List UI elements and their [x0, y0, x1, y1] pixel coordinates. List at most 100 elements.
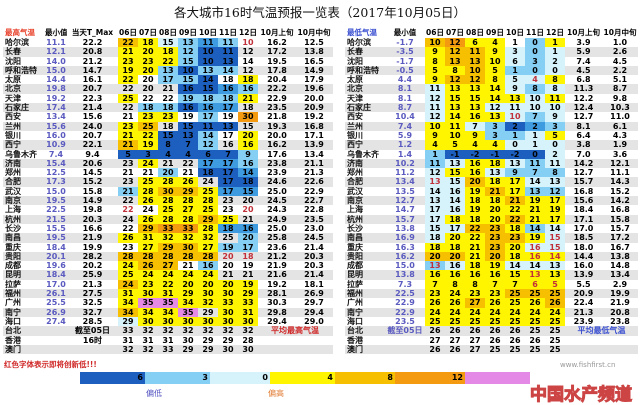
day-forecast-cell: 30 — [178, 316, 198, 327]
day-forecast-cell: 11 — [545, 93, 565, 104]
table-row: 杭州 21.5 20.3 24 26 28 28 29 25 21 24.9 23.5 — [3, 214, 333, 224]
table-row: 长春 12.1 20.8 21 20 18 12 10 11 12 17.2 13.8 — [3, 47, 333, 57]
city-name: 石家庄 — [5, 103, 29, 113]
color-legend: 6 3 0 4 8 12 — [80, 372, 530, 384]
red-font-note: 红色字体表示即将创新低!!! — [4, 360, 97, 369]
mid-oct-value: 15.8 — [610, 214, 630, 224]
city-name: 乌鲁木齐 — [5, 149, 37, 159]
day-forecast-cell: 25 — [509, 344, 521, 354]
day-forecast-cell: 26 — [445, 298, 465, 308]
day-forecast-cell: 0 — [525, 65, 545, 76]
day-forecast-cell: 27 — [469, 344, 481, 354]
city-name: 西宁 — [5, 140, 21, 150]
day-forecast-cell: 25 — [545, 289, 565, 299]
today-tmax: 21.4 — [82, 103, 103, 113]
table-row: 兰州 15.6 24.0 23 25 18 15 11 13 15 19.3 16.8 — [3, 121, 333, 131]
day-forecast-cell: 20 — [425, 251, 445, 262]
early-oct-value: 24.6 — [267, 177, 287, 187]
early-oct-value: 16.2 — [267, 140, 287, 150]
city-name: 上海 — [347, 205, 363, 215]
day-forecast-cell: 10 — [545, 103, 565, 113]
min-value: -3.5 — [396, 47, 414, 57]
early-oct-value — [258, 336, 296, 345]
day-forecast-cell: 10 — [445, 130, 465, 141]
day-forecast-cell: -1 — [485, 149, 505, 159]
today-tmax: 22.1 — [82, 140, 103, 150]
day-forecast-cell: 25 — [549, 335, 561, 345]
day-forecast-cell: 21 — [118, 186, 138, 197]
day-forecast-cell: 22 — [122, 196, 134, 206]
city-name: 天津 — [5, 93, 21, 103]
table-row: 成都 19.6 20.2 24 26 27 21 16 20 19 21.9 20.3 — [3, 261, 333, 271]
day-forecast-cell: 13 — [465, 84, 485, 94]
day-forecast-cell: 17 — [218, 168, 238, 178]
min-value: 15.7 — [395, 214, 415, 224]
min-value: 23.5 — [395, 316, 415, 326]
day-forecast-cell: 20 — [485, 205, 505, 215]
day-forecast-cell: 19 — [485, 261, 505, 271]
day-forecast-cell: 26 — [489, 335, 501, 345]
min-value: 27.4 — [46, 316, 66, 326]
day-forecast-cell: 30 — [218, 289, 238, 299]
table-row: 澳门 26 26 27 25 25 25 25 — [345, 344, 638, 355]
city-name: 乌鲁木齐 — [347, 149, 379, 159]
day-forecast-cell: 26 — [429, 344, 441, 354]
day-forecast-cell: 8 — [545, 75, 565, 85]
min-value: 22.9 — [395, 298, 415, 308]
day-forecast-cell: 28 — [158, 196, 178, 206]
early-oct-value: 17.6 — [267, 149, 287, 159]
table-row: 贵阳 16.2 20 20 21 20 18 16 14 14.4 13.8 — [345, 251, 638, 262]
day-forecast-cell: 13 — [425, 177, 445, 187]
day-forecast-cell: 27 — [449, 335, 461, 345]
day-forecast-cell: 9 — [425, 75, 445, 85]
table-row: 银川 5.9 9 10 9 3 1 1 5 6.4 4.3 — [345, 130, 638, 141]
day-forecast-cell: 15 — [198, 84, 218, 94]
early-oct-value: 21.3 — [573, 307, 594, 317]
day-forecast-cell: 13 — [425, 261, 445, 271]
city-name: 澳门 — [347, 344, 363, 354]
city-name: 香港 — [5, 335, 21, 345]
column-header: 08日 — [466, 28, 484, 37]
table-row: 沈阳 -1.7 8 13 13 10 6 3 2 7.4 4.5 — [345, 56, 638, 66]
day-forecast-cell: 31 — [138, 233, 158, 243]
min-value: 25.5 — [46, 298, 66, 308]
day-forecast-cell: 33 — [178, 223, 198, 234]
city-name: 呼和浩特 — [347, 65, 379, 75]
day-forecast-cell: 3 — [545, 121, 565, 131]
day-forecast-cell: 26 — [545, 298, 565, 308]
mid-oct-value: 9.8 — [612, 93, 628, 103]
day-forecast-cell: 14 — [485, 84, 505, 94]
legend-tick-label: 0 — [262, 373, 268, 382]
day-forecast-cell: 20 — [222, 251, 234, 261]
day-forecast-cell: 0 — [505, 140, 525, 150]
day-forecast-cell: 32 — [222, 326, 234, 336]
mid-oct-value: 13.9 — [304, 140, 324, 150]
day-forecast-cell: 18 — [485, 158, 505, 169]
mid-oct-value: 8.7 — [612, 84, 628, 94]
city-name: 海口 — [347, 316, 363, 326]
day-forecast-cell: 25 — [465, 316, 485, 327]
day-forecast-cell: 17 — [218, 177, 238, 187]
early-oct-value: 15.6 — [573, 196, 594, 206]
day-forecast-cell: 16 — [445, 261, 465, 271]
mid-oct-value — [602, 336, 638, 345]
day-forecast-cell: 22 — [118, 75, 138, 85]
mid-oct-value: 14.8 — [610, 261, 630, 271]
mid-oct-value: 29.0 — [304, 316, 324, 326]
city-name: 南宁 — [347, 307, 363, 317]
day-forecast-cell: 18 — [198, 168, 218, 178]
table-row: 广州 25.5 32.5 34 35 35 34 32 33 33 30.3 29.7 — [3, 298, 333, 308]
day-forecast-cell: 12 — [545, 186, 565, 197]
day-forecast-cell: 15 — [445, 93, 465, 104]
day-forecast-cell: 14 — [525, 261, 545, 271]
day-forecast-cell: 11 — [218, 47, 238, 57]
day-forecast-cell: 16 — [525, 251, 545, 262]
today-tmax: 20.6 — [82, 158, 103, 168]
day-forecast-cell: 23 — [222, 205, 234, 215]
day-forecast-cell: 9 — [238, 149, 258, 159]
today-tmax: 20.7 — [82, 130, 103, 140]
header-row: 最低气温 最小值 06日 07日 08日 09日 10日 11日 12日 10月上旬 10月中旬 — [345, 28, 638, 38]
day-forecast-cell: 24 — [118, 261, 138, 271]
day-forecast-cell: 22 — [122, 84, 134, 94]
day-forecast-cell: 15 — [545, 233, 565, 243]
